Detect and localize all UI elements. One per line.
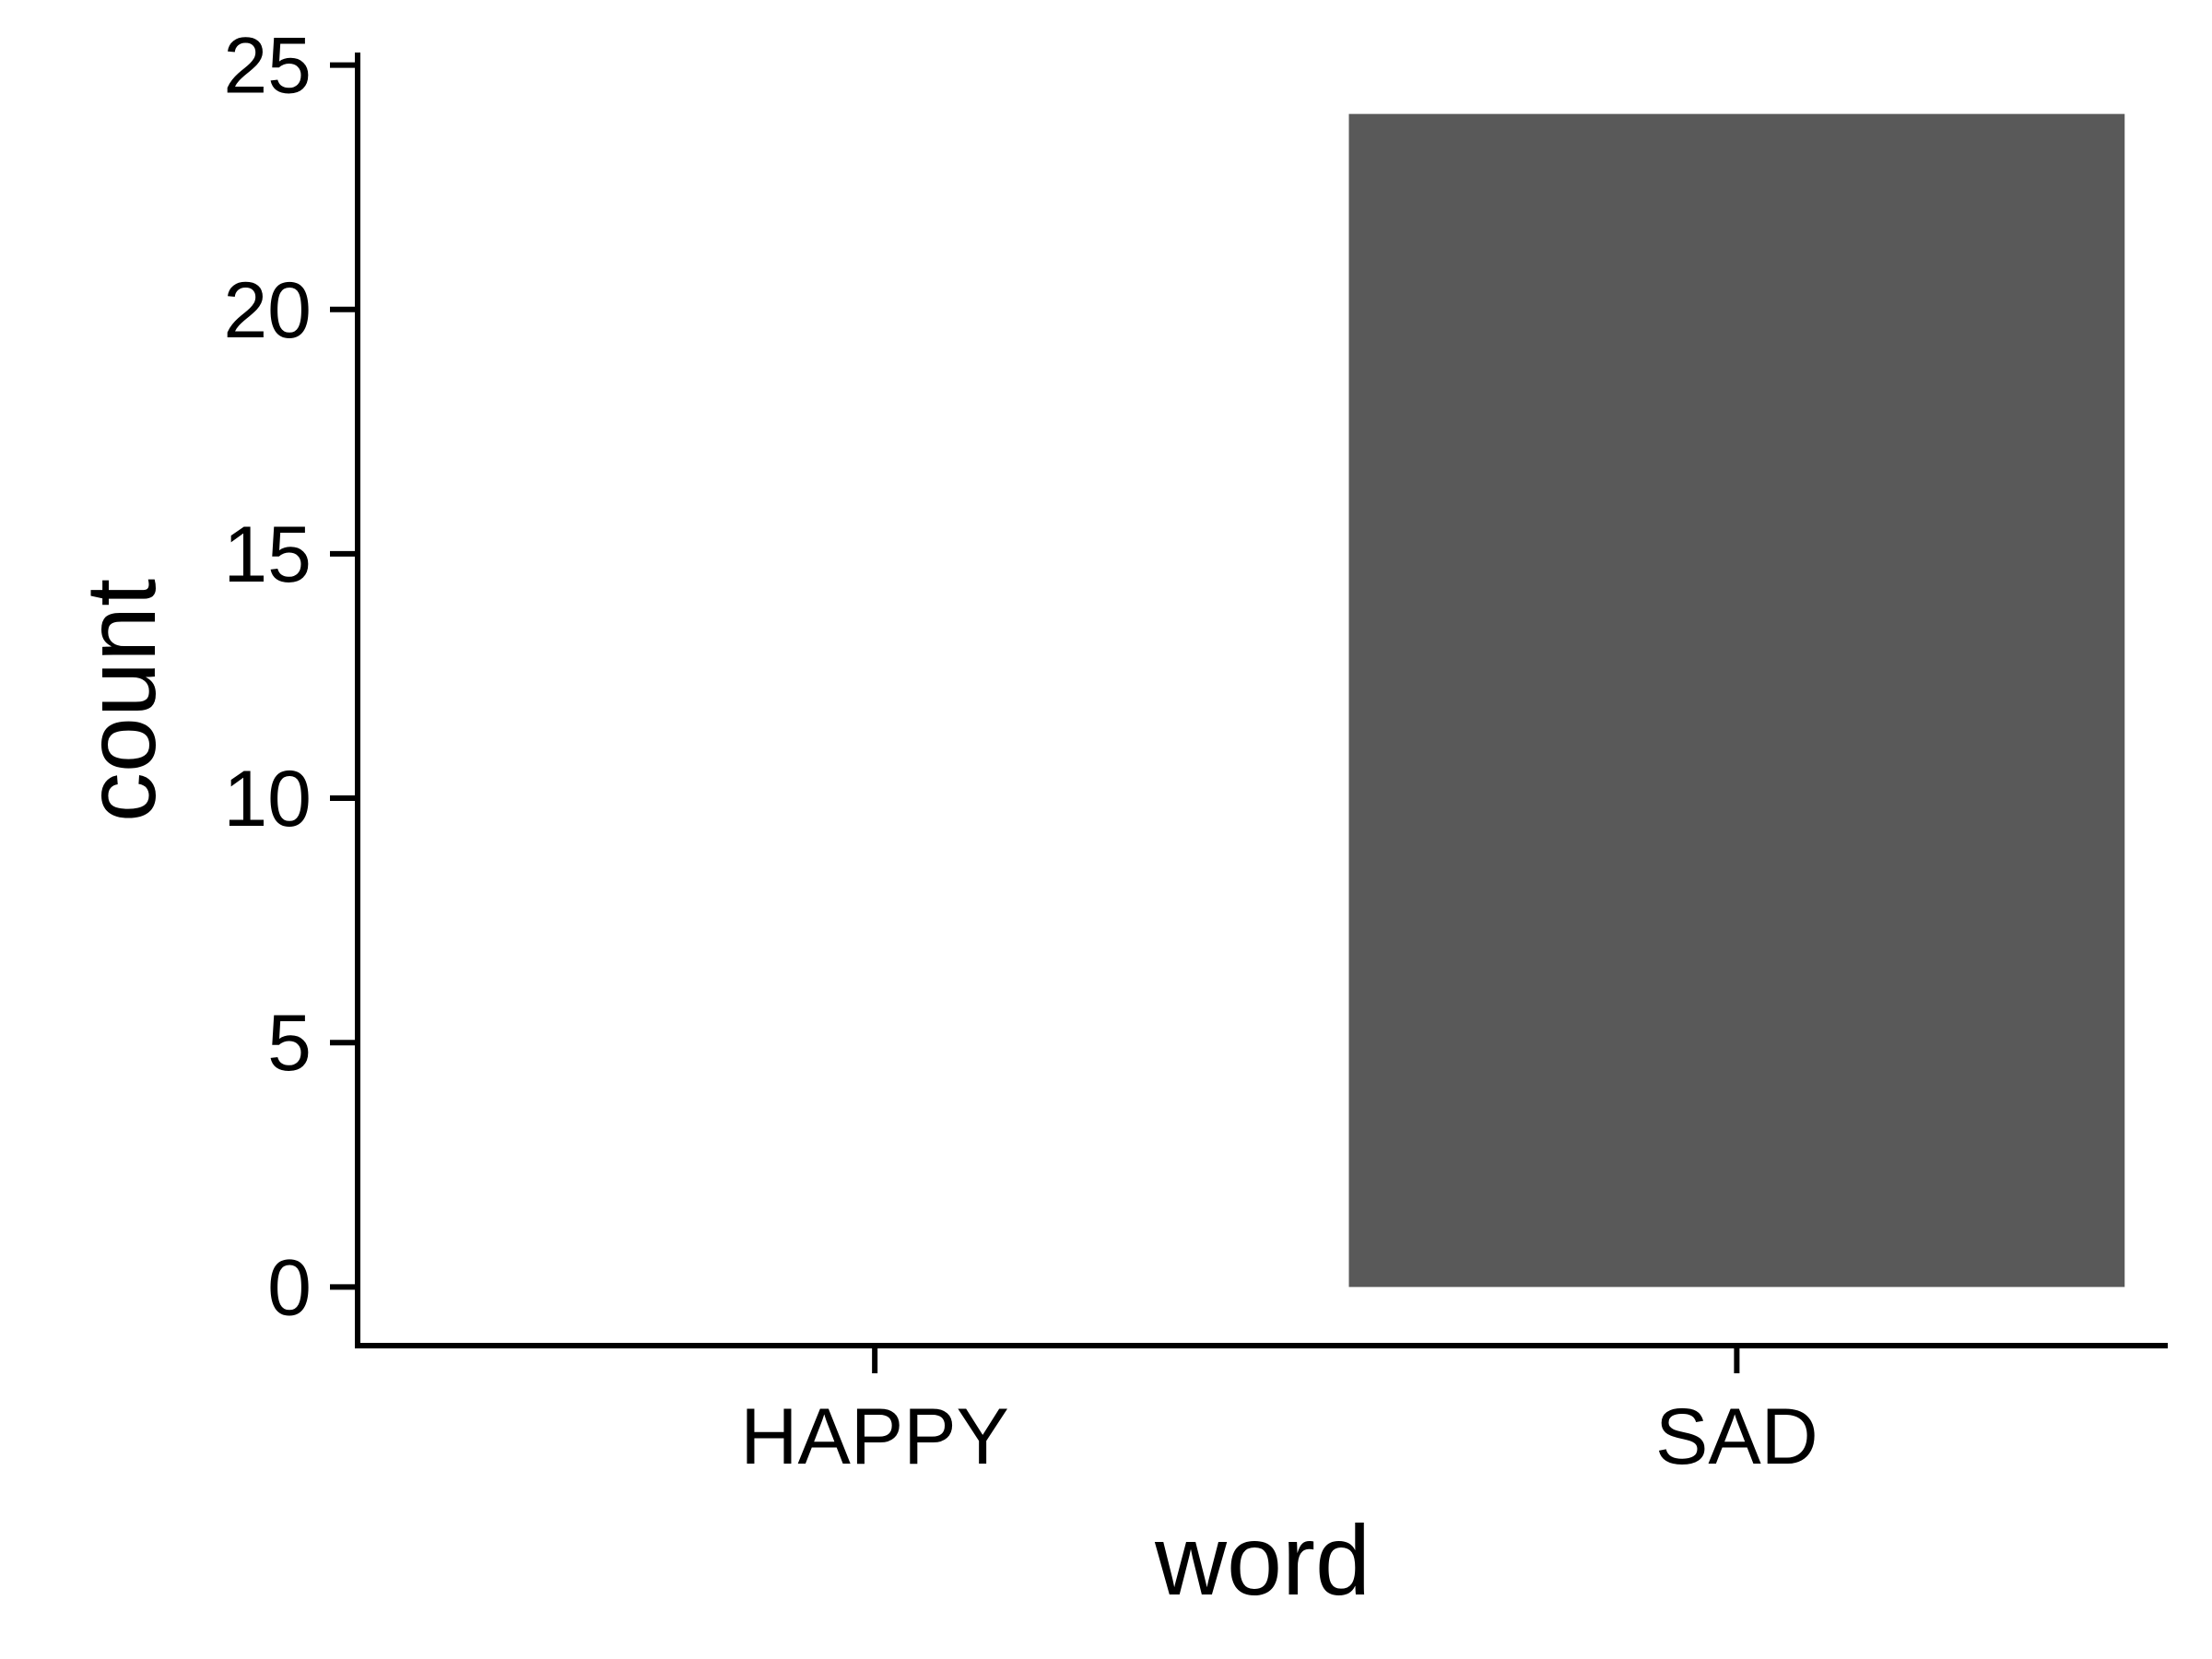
bars-group [1348,113,2125,1288]
x-axis: HAPPY SAD [358,1343,2168,1481]
bar-sad [1348,113,2125,1288]
y-axis: 0 5 10 15 20 25 [223,22,360,1348]
y-tick-label-15: 15 [223,511,312,599]
y-tick-label-10: 10 [223,755,312,843]
y-tick-label-20: 20 [223,266,312,355]
x-axis-title: word [1154,1504,1371,1616]
y-tick-label-25: 25 [223,22,312,111]
y-tick-label-0: 0 [267,1243,312,1332]
x-tick-label-sad: SAD [1655,1393,1818,1481]
y-axis-title: count [65,579,176,822]
x-tick-label-happy: HAPPY [740,1393,1009,1481]
y-tick-label-5: 5 [267,999,312,1088]
